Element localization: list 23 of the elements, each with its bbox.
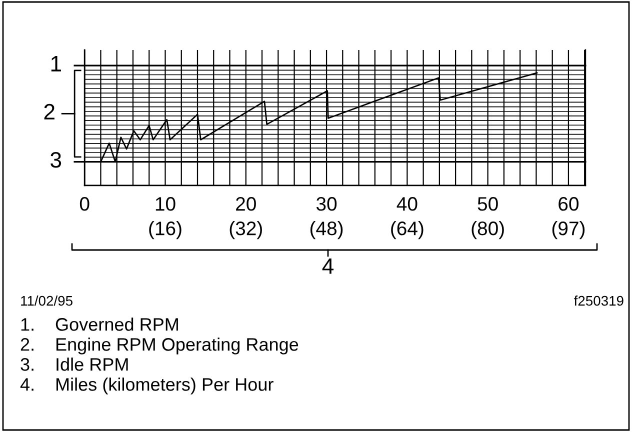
x-tick-label: 50 — [478, 197, 498, 211]
text: 2 — [44, 104, 54, 120]
text: (16) — [149, 221, 182, 240]
text: (32) — [230, 221, 262, 240]
text: 3 — [50, 152, 62, 168]
text: 3. Idle RPM — [20, 358, 128, 371]
text: 4. Miles (kilometers) Per Hour — [20, 378, 274, 394]
text: (97) — [552, 221, 585, 240]
x-tick-label: 20 — [236, 197, 256, 211]
x-axis-title: 4 — [322, 258, 334, 274]
x-tick-label: 40 — [396, 197, 418, 211]
x-tick-label: 30 — [316, 197, 337, 211]
text: f250319 — [574, 296, 624, 306]
text: 1. Governed RPM — [21, 318, 178, 331]
x-tick-label: 10 — [156, 197, 176, 211]
text: (48) — [310, 221, 343, 240]
text: 2. Engine RPM Operating Range — [20, 338, 298, 354]
x-tick-label: 0 — [80, 197, 90, 211]
text: (80) — [472, 221, 504, 240]
text: 11/02/95 — [21, 296, 72, 306]
text: (64) — [391, 221, 424, 240]
text: 1 — [51, 56, 61, 72]
x-tick-label: 60 — [558, 197, 579, 211]
